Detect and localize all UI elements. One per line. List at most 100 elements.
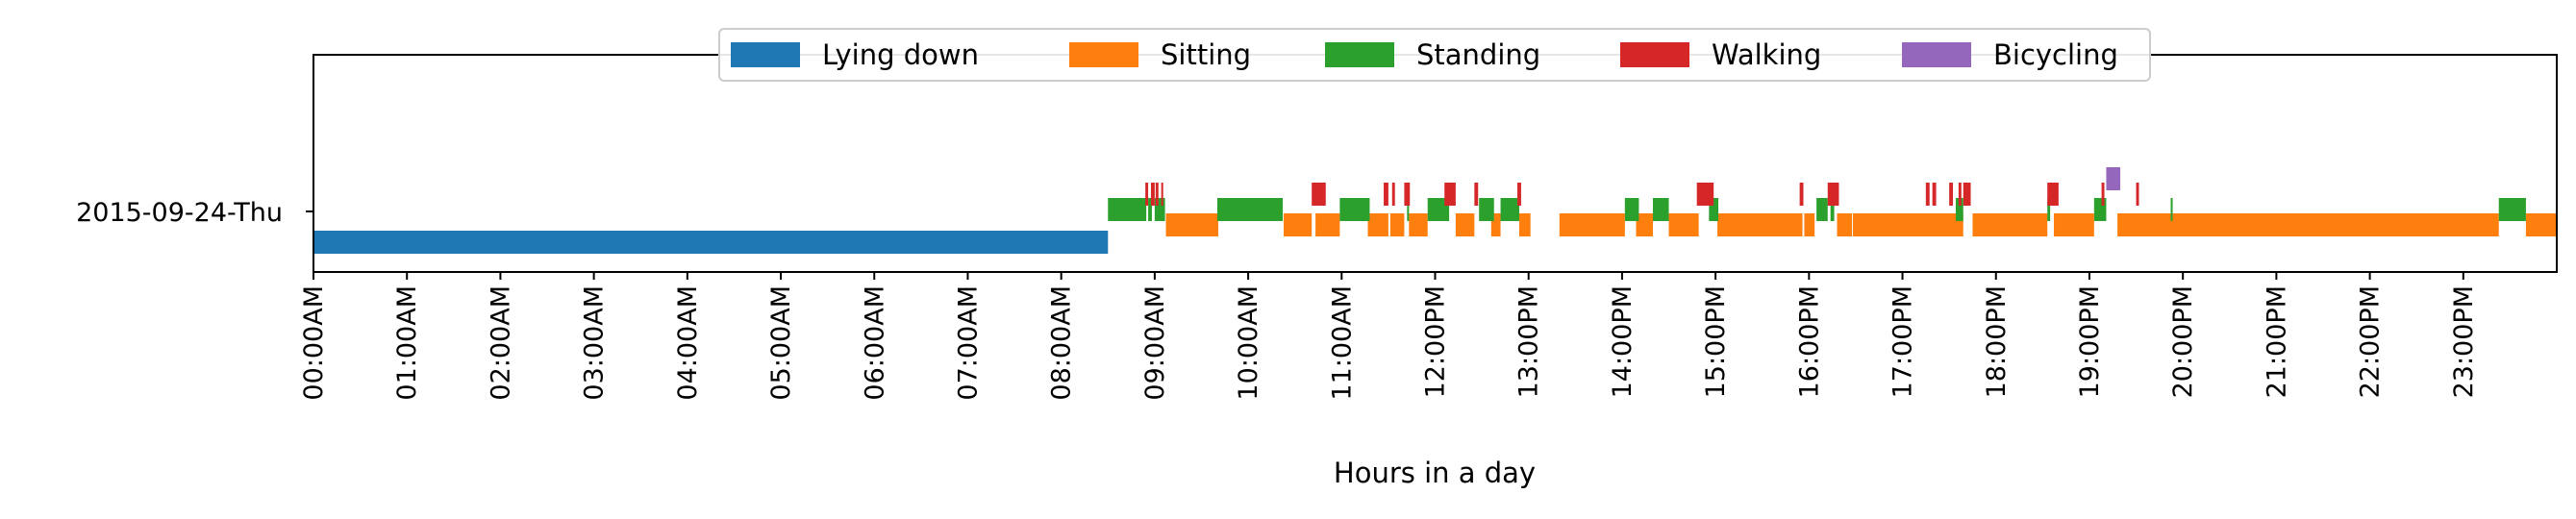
bar-standing [1407,198,1410,221]
bar-standing [1217,198,1284,221]
x-tick-label: 05:00AM [766,285,796,401]
x-tick-label: 19:00PM [2075,285,2105,398]
bar-sitting [1636,213,1653,236]
legend-swatch-standing [1325,42,1394,67]
bar-sitting [1668,213,1699,236]
bar-walking [1827,183,1839,206]
bar-walking [1145,183,1149,206]
bar-sitting [2525,213,2557,236]
bar-standing [1830,198,1835,221]
bar-standing [1339,198,1370,221]
bar-sitting [1284,213,1313,236]
bar-sitting [1804,213,1815,236]
bar-standing [1653,198,1669,221]
bar-sitting [2117,213,2499,236]
bar-standing [1479,198,1494,221]
legend-label-lying-down: Lying down [822,38,979,71]
x-tick-label: 20:00PM [2168,285,2198,398]
bar-walking [1474,183,1479,206]
x-tick-label: 12:00PM [1421,285,1451,398]
x-tick-label: 22:00PM [2356,285,2386,398]
x-axis-label: Hours in a day [1334,457,1536,489]
y-axis: 2015-09-24-Thu [76,198,313,228]
bar-sitting [1972,213,2048,236]
x-tick-label: 13:00PM [1514,285,1544,398]
bar-standing [1108,198,1147,221]
legend-label-bicycling: Bicycling [1993,38,2118,71]
x-axis-ticks: 00:00AM 01:00AM 02:00AM 03:00AM 04:00AM 05:00… [299,272,2479,401]
bar-sitting [1853,213,1963,236]
bar-walking [1384,183,1388,206]
bar-walking [1963,183,1971,206]
legend-label-sitting: Sitting [1161,38,1251,71]
x-tick-label: 14:00PM [1608,285,1638,398]
legend-swatch-walking [1620,42,1689,67]
activity-bars [313,167,2557,254]
x-tick-label: 18:00PM [1982,285,2012,398]
bar-standing [2093,198,2107,221]
bar-sitting [1559,213,1625,236]
legend-swatch-lying-down [731,42,800,67]
bar-sitting [1490,213,1501,236]
bar-standing [2170,198,2173,221]
bar-walking [1932,183,1937,206]
x-tick-label: 00:00AM [299,285,329,401]
bar-walking [1150,183,1155,206]
legend-label-walking: Walking [1712,38,1821,71]
bar-sitting [1455,213,1475,236]
bar-bicycling [2106,167,2121,190]
bar-walking [2047,183,2059,206]
x-tick-label: 17:00PM [1888,285,1918,398]
bar-standing [1500,198,1519,221]
bar-walking [1696,183,1714,206]
bar-walking [2136,183,2139,206]
x-tick-label: 04:00AM [673,285,703,401]
bar-lying-down [313,231,1109,254]
x-tick-label: 07:00AM [953,285,983,401]
bar-walking [1444,183,1456,206]
bar-sitting [1518,213,1531,236]
bar-walking [1517,183,1521,206]
x-tick-label: 01:00AM [392,285,422,401]
x-tick-label: 15:00PM [1701,285,1731,398]
bar-walking [1949,183,1954,206]
bar-walking [1161,183,1163,206]
bar-sitting [1409,213,1428,236]
bar-sitting [1389,213,1405,236]
bar-standing [1154,198,1165,221]
y-tick-label: 2015-09-24-Thu [76,198,283,228]
legend-swatch-sitting [1069,42,1138,67]
bar-standing [1955,198,1963,221]
bar-sitting [1837,213,1853,236]
x-tick-label: 02:00AM [486,285,515,401]
bar-standing [1427,198,1450,221]
x-tick-label: 21:00PM [2262,285,2291,398]
bar-sitting [1315,213,1340,236]
bar-walking [1312,183,1326,206]
bar-standing [2047,198,2051,221]
x-tick-label: 03:00AM [580,285,610,401]
bar-standing [1624,198,1639,221]
legend-swatch-bicycling [1902,42,1971,67]
legend-label-standing: Standing [1416,38,1540,71]
x-tick-label: 23:00PM [2449,285,2479,398]
x-tick-label: 06:00AM [860,285,889,401]
legend-box [718,28,2151,82]
bar-sitting [1717,213,1803,236]
bar-walking [2101,183,2105,206]
x-tick-label: 08:00AM [1047,285,1077,401]
bar-walking [1925,183,1930,206]
bar-walking [1391,183,1395,206]
bar-sitting [1165,213,1218,236]
bar-standing [1148,198,1152,221]
bar-standing [2498,198,2526,221]
bar-standing [1816,198,1828,221]
bar-walking [1799,183,1804,206]
x-tick-label: 10:00AM [1234,285,1263,401]
bar-standing [1709,198,1719,221]
x-tick-label: 11:00AM [1327,285,1357,401]
x-tick-label: 16:00PM [1794,285,1824,398]
bar-sitting [2054,213,2094,236]
x-tick-label: 09:00AM [1140,285,1170,401]
